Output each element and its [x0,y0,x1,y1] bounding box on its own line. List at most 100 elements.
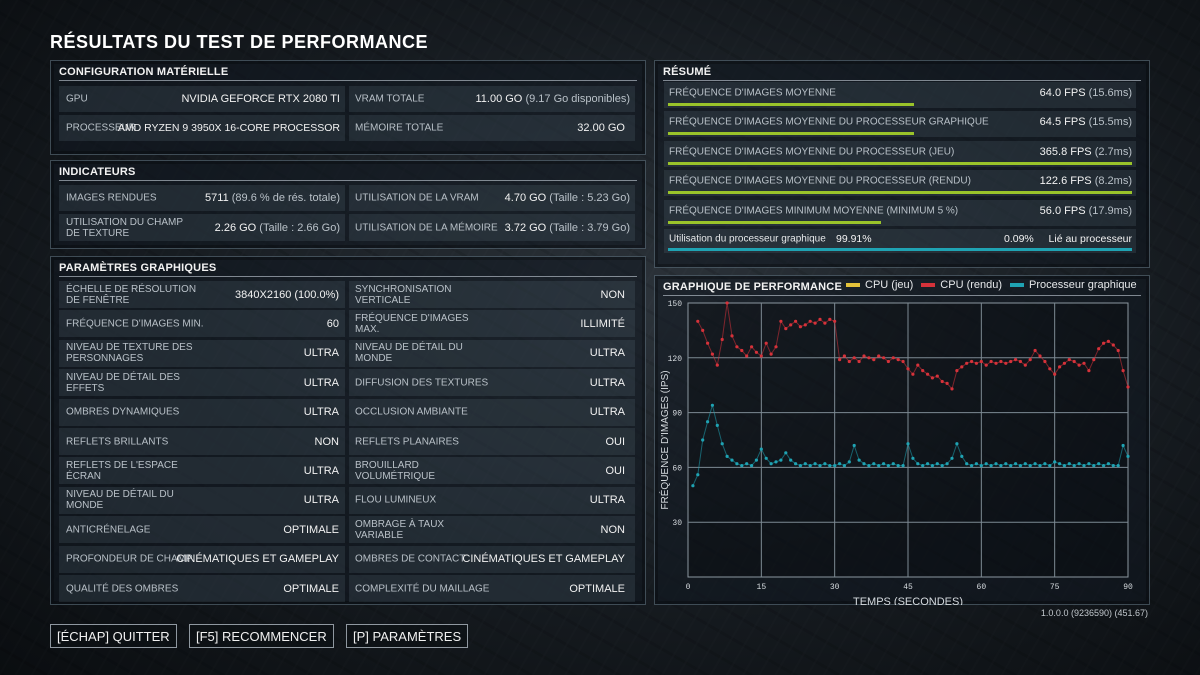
data-point-cpu_render [1121,369,1125,373]
data-point-gpu [989,464,993,468]
data-point-gpu [759,447,763,451]
data-point-cpu_render [745,354,749,358]
setting-value: ULTRA [303,406,339,419]
data-point-gpu [769,462,773,466]
vram-value: 11.00 GO (9.17 Go disponibles) [475,93,630,105]
y-tick-label: 150 [668,300,683,309]
data-point-cpu_render [842,354,846,358]
chart-panel: GRAPHIQUE DE PERFORMANCE [654,275,1150,605]
graphics-setting-row: FLOU LUMINEUX ULTRA [349,486,635,514]
data-point-cpu_render [725,301,729,305]
restart-button[interactable]: [F5] RECOMMENCER [189,624,334,648]
summary-label: FRÉQUENCE D'IMAGES MOYENNE DU PROCESSEUR… [669,175,971,187]
graphics-setting-row: REFLETS BRILLANTS NON [59,428,345,455]
summary-title: RÉSUMÉ [663,65,1141,81]
setting-label: QUALITÉ DES OMBRES [66,583,179,594]
data-point-cpu_render [1028,358,1032,362]
images-label: IMAGES RENDUES [66,192,157,204]
summary-label: FRÉQUENCE D'IMAGES MINIMUM MOYENNE (MINI… [669,205,959,217]
data-point-gpu [1038,464,1042,468]
data-point-gpu [945,462,949,466]
texture-use-value: 2.26 GO (Taille : 2.66 Go) [214,221,340,234]
data-point-gpu [798,464,802,468]
data-point-cpu_render [852,356,856,360]
data-point-gpu [1004,462,1008,466]
data-point-gpu [847,460,851,464]
data-point-gpu [1018,464,1022,468]
setting-label: SYNCHRONISATION VERTICALE [355,283,452,306]
data-point-gpu [808,464,812,468]
setting-label: FRÉQUENCE D'IMAGES MIN. [66,318,204,330]
graphics-setting-row: FRÉQUENCE D'IMAGES MIN. 60 [59,310,345,338]
graphics-setting-row: QUALITÉ DES OMBRES OPTIMALE [59,575,345,602]
texture-use-label: UTILISATION DU CHAMP DE TEXTURE [66,216,183,239]
data-point-gpu [813,462,817,466]
data-point-gpu [955,442,959,446]
data-point-gpu [784,451,788,455]
x-tick-label: 0 [686,583,691,592]
page-title: RÉSULTATS DU TEST DE PERFORMANCE [50,32,429,52]
data-point-cpu_render [965,361,969,365]
graphics-setting-row: PROFONDEUR DE CHAMP CINÉMATIQUES ET GAMEP… [59,545,345,573]
setting-value: 3840X2160 (100.0%) [235,288,339,301]
data-point-cpu_render [1097,347,1101,351]
version-text: 1.0.0.0 (9236590) (451.67) [1040,608,1148,618]
data-point-cpu_render [877,354,881,358]
data-point-cpu_render [784,327,788,331]
mem-label: MÉMOIRE TOTALE [355,122,444,134]
setting-value: OPTIMALE [283,582,339,595]
setting-label: ANTICRÉNELAGE [66,524,151,536]
data-point-cpu_render [710,352,714,356]
data-point-gpu [838,462,842,466]
data-point-cpu_render [891,356,895,360]
cpu-label: PROCESSEUR [66,122,137,134]
data-point-gpu [891,462,895,466]
data-point-cpu_render [994,361,998,365]
data-point-cpu_render [1018,359,1022,364]
data-point-gpu [862,462,866,466]
hardware-row: VRAM TOTALE 11.00 GO (9.17 Go disponible… [349,86,635,112]
data-point-gpu [1116,464,1120,468]
data-point-gpu [1058,462,1062,466]
data-point-cpu_render [1014,358,1018,362]
data-point-gpu [706,420,710,424]
data-point-gpu [950,456,954,460]
setting-label: NIVEAU DE DÉTAIL DU MONDE [355,342,463,365]
data-point-gpu [1014,462,1018,466]
data-point-cpu_render [764,341,768,345]
data-point-cpu_render [896,358,900,362]
y-tick-label: 120 [668,355,683,364]
graphics-setting-row: BROUILLARD VOLUMÉTRIQUE OUI [349,457,635,485]
gpu-label: GPU [66,93,88,105]
setting-label: REFLETS PLANAIRES [355,436,459,447]
legend-label: CPU (jeu) [865,279,914,291]
data-point-cpu_render [862,354,866,358]
data-point-gpu [818,464,822,468]
data-point-cpu_render [930,376,934,380]
legend-swatch [846,283,860,288]
data-point-gpu [935,462,939,466]
data-point-gpu [789,458,793,462]
data-point-cpu_render [901,359,905,364]
summary-value: 122.6 FPS (8.2ms) [1039,175,1132,188]
settings-button[interactable]: [P] PARAMÈTRES [346,624,469,648]
vram-label: VRAM TOTALE [355,93,425,105]
cpu-value: AMD RYZEN 9 3950X 16-CORE PROCESSOR [117,122,340,134]
indicators-panel: INDICATEURS IMAGES RENDUES 5711 (89.6 % … [50,160,646,249]
summary-row: FRÉQUENCE D'IMAGES MINIMUM MOYENNE (MINI… [664,199,1136,226]
graphics-setting-row: OMBRES DYNAMIQUES ULTRA [59,398,345,426]
quit-button[interactable]: [ÉCHAP] QUITTER [50,624,177,648]
setting-value: OUI [605,435,625,448]
graphics-setting-row: NIVEAU DE DÉTAIL DES EFFETS ULTRA [59,369,345,397]
setting-label: NIVEAU DE TEXTURE DES PERSONNAGES [66,342,193,365]
data-point-gpu [696,473,700,477]
data-point-gpu [921,464,925,468]
data-point-gpu [970,464,974,468]
data-point-cpu_render [1038,354,1042,358]
data-point-cpu_render [1087,369,1091,373]
x-axis-label: TEMPS (SECONDES) [853,596,963,605]
data-point-cpu_render [945,381,949,385]
hardware-row: GPU NVIDIA GEFORCE RTX 2080 TI [59,86,345,112]
setting-value: OPTIMALE [569,582,625,595]
data-point-cpu_render [1067,358,1071,362]
